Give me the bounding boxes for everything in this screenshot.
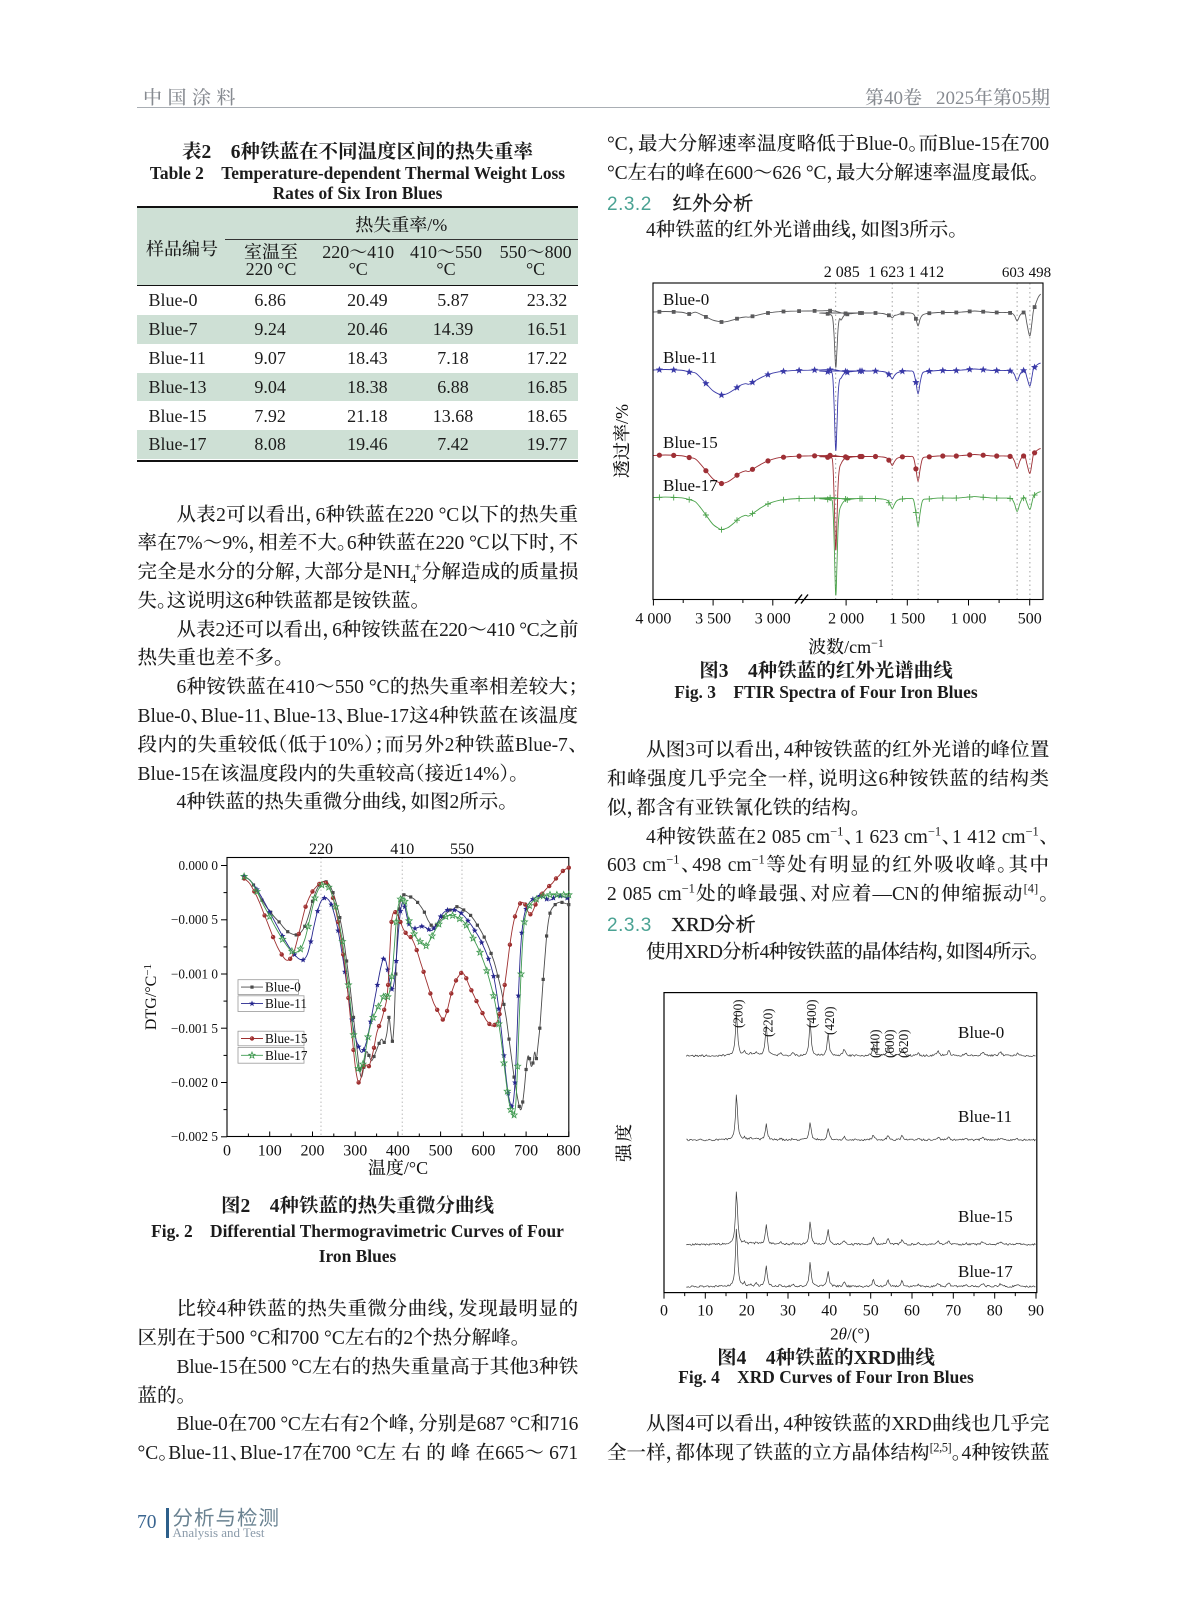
- svg-text:−0.001 5: −0.001 5: [171, 1021, 218, 1036]
- svg-text:3 500: 3 500: [695, 611, 731, 628]
- svg-text:1 623: 1 623: [868, 264, 904, 281]
- svg-text:500: 500: [1018, 611, 1042, 628]
- svg-text:(200): (200): [731, 999, 746, 1028]
- svg-text:500: 500: [429, 1143, 453, 1160]
- svg-text:60: 60: [904, 1303, 920, 1320]
- svg-text:Blue-11: Blue-11: [663, 348, 717, 367]
- svg-text:Blue-17: Blue-17: [958, 1262, 1013, 1281]
- svg-text:Blue-17: Blue-17: [663, 476, 718, 495]
- svg-text:波数/cm−1: 波数/cm−1: [808, 636, 884, 657]
- svg-text:3 000: 3 000: [755, 611, 791, 628]
- svg-text:−0.002 0: −0.002 0: [171, 1075, 218, 1090]
- svg-text:(400): (400): [804, 999, 819, 1028]
- svg-text:温度/°C: 温度/°C: [368, 1158, 428, 1178]
- svg-text:90: 90: [1028, 1303, 1044, 1320]
- svg-text:0: 0: [223, 1143, 231, 1160]
- svg-text:400: 400: [386, 1143, 410, 1160]
- svg-text:Blue-11: Blue-11: [958, 1107, 1012, 1126]
- svg-text:(440): (440): [867, 1029, 882, 1058]
- svg-text:603: 603: [1002, 265, 1025, 281]
- svg-text:−0.001 0: −0.001 0: [171, 967, 218, 982]
- svg-text:80: 80: [987, 1303, 1003, 1320]
- svg-text:550: 550: [450, 841, 474, 858]
- svg-text:透过率/%: 透过率/%: [612, 404, 632, 478]
- svg-text:300: 300: [343, 1143, 367, 1160]
- svg-text:1 500: 1 500: [889, 611, 925, 628]
- svg-text:(600): (600): [882, 1029, 897, 1058]
- svg-text:410: 410: [390, 841, 414, 858]
- svg-text:−0.002 5: −0.002 5: [171, 1129, 218, 1144]
- svg-text:Blue-0: Blue-0: [663, 290, 709, 309]
- svg-text:2 085: 2 085: [824, 264, 860, 281]
- svg-text:Blue-11: Blue-11: [265, 996, 307, 1011]
- svg-text:220: 220: [309, 841, 333, 858]
- svg-text:0.000 0: 0.000 0: [178, 858, 218, 873]
- svg-text:30: 30: [780, 1303, 796, 1320]
- svg-text:强度: 强度: [614, 1122, 634, 1162]
- svg-text:(620): (620): [896, 1029, 911, 1058]
- svg-text:600: 600: [471, 1143, 495, 1160]
- svg-text:70: 70: [945, 1303, 961, 1320]
- svg-text:−0.000 5: −0.000 5: [171, 912, 218, 927]
- svg-text:Blue-15: Blue-15: [265, 1031, 308, 1046]
- svg-text:2 000: 2 000: [828, 611, 864, 628]
- svg-text:Blue-17: Blue-17: [265, 1048, 308, 1063]
- svg-text:2θ/(°): 2θ/(°): [830, 1325, 870, 1344]
- svg-text:DTG/°C−1: DTG/°C−1: [142, 964, 160, 1030]
- svg-text:800: 800: [557, 1143, 581, 1160]
- svg-text:100: 100: [258, 1143, 282, 1160]
- svg-text:Blue-0: Blue-0: [265, 980, 301, 995]
- svg-text:40: 40: [821, 1303, 837, 1320]
- svg-text:0: 0: [660, 1303, 668, 1320]
- svg-text:(420): (420): [822, 1006, 837, 1035]
- svg-text:700: 700: [514, 1143, 538, 1160]
- svg-text:Blue-15: Blue-15: [958, 1207, 1013, 1226]
- svg-text:50: 50: [863, 1303, 879, 1320]
- svg-text:1 412: 1 412: [908, 264, 944, 281]
- svg-text:4 000: 4 000: [635, 611, 671, 628]
- svg-text:498: 498: [1029, 265, 1052, 281]
- svg-text:Blue-15: Blue-15: [663, 433, 718, 452]
- svg-text:1 000: 1 000: [951, 611, 987, 628]
- svg-text:20: 20: [739, 1303, 755, 1320]
- svg-text:200: 200: [301, 1143, 325, 1160]
- svg-text:Blue-0: Blue-0: [958, 1023, 1004, 1042]
- svg-text:10: 10: [697, 1303, 713, 1320]
- svg-text:(220): (220): [760, 1008, 775, 1037]
